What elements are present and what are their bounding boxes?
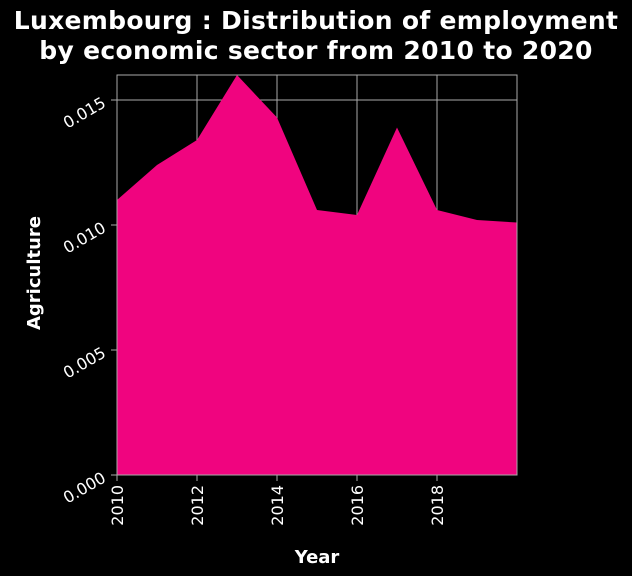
y-tick-label: 0.010	[60, 218, 109, 257]
x-axis-title: Year	[294, 547, 340, 568]
agriculture-area	[117, 75, 517, 475]
y-tick-label: 0.000	[60, 468, 109, 507]
y-tick-label: 0.015	[60, 93, 109, 132]
x-tick-label: 2018	[428, 485, 447, 526]
x-tick-label: 2012	[188, 485, 207, 526]
y-axis-title: Agriculture	[24, 216, 45, 330]
chart-title-line-1: Luxembourg : Distribution of employment	[13, 6, 619, 35]
chart-title: Luxembourg : Distribution of employment …	[0, 6, 632, 66]
plot-frame	[116, 74, 518, 476]
area-series	[117, 75, 517, 475]
x-tick-label: 2014	[268, 485, 287, 526]
y-tick-label: 0.005	[60, 343, 109, 382]
x-tick-label: 2010	[108, 485, 127, 526]
plot-border	[116, 74, 518, 476]
x-tick-label: 2016	[348, 485, 367, 526]
chart-title-line-2: by economic sector from 2010 to 2020	[39, 36, 593, 65]
